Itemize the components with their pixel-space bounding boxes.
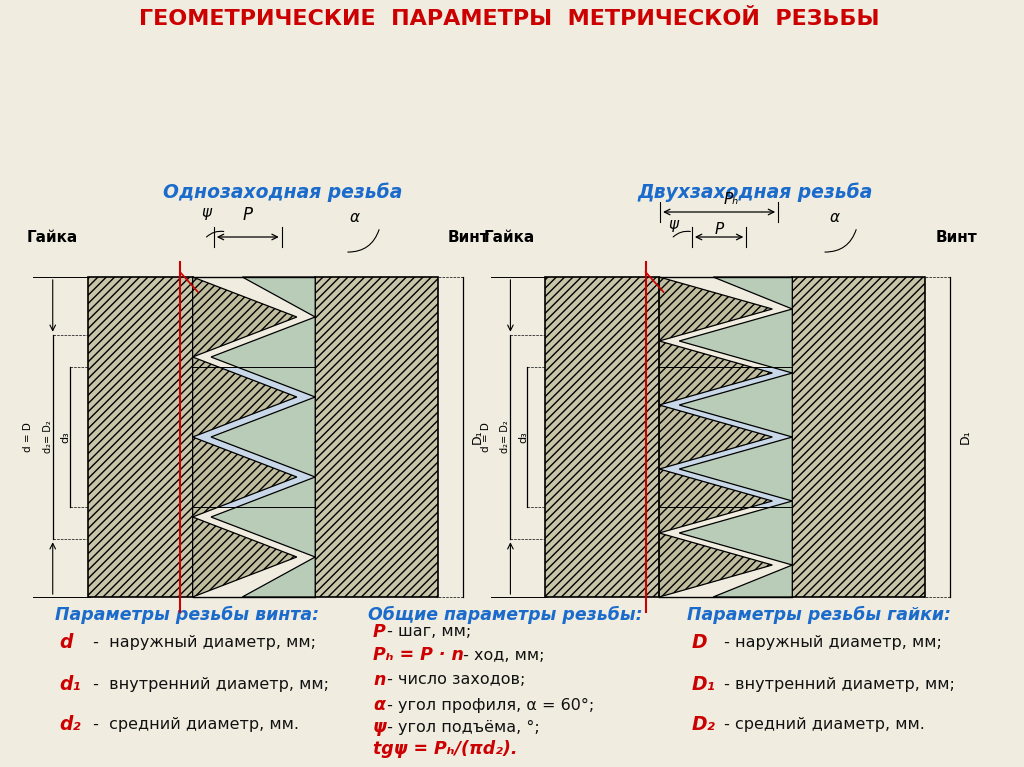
Text: α: α bbox=[350, 209, 360, 225]
Polygon shape bbox=[713, 565, 793, 597]
Text: d₁: d₁ bbox=[59, 674, 81, 693]
Polygon shape bbox=[545, 277, 659, 597]
Text: d = D: d = D bbox=[480, 422, 490, 452]
Text: - число заходов;: - число заходов; bbox=[382, 673, 525, 687]
Text: ψ: ψ bbox=[669, 218, 678, 232]
Text: Pₕ = P · n: Pₕ = P · n bbox=[373, 646, 464, 664]
Text: - угол подъёма, °;: - угол подъёма, °; bbox=[382, 719, 540, 735]
Polygon shape bbox=[211, 477, 315, 557]
Text: d₂= D₂: d₂= D₂ bbox=[501, 420, 510, 453]
Polygon shape bbox=[315, 277, 438, 597]
Polygon shape bbox=[243, 557, 315, 597]
Polygon shape bbox=[713, 277, 793, 309]
Polygon shape bbox=[679, 309, 793, 373]
Polygon shape bbox=[793, 277, 926, 597]
Text: d₂: d₂ bbox=[59, 716, 81, 735]
Text: d: d bbox=[59, 633, 73, 651]
Polygon shape bbox=[679, 501, 793, 565]
Text: Гайка: Гайка bbox=[484, 229, 536, 245]
Text: P: P bbox=[373, 623, 386, 641]
Text: - внутренний диаметр, мм;: - внутренний диаметр, мм; bbox=[720, 676, 955, 692]
Text: Однозаходная резьба: Однозаходная резьба bbox=[163, 183, 402, 202]
Text: α: α bbox=[373, 696, 385, 714]
Text: ГЕОМЕТРИЧЕСКИЕ  ПАРАМЕТРЫ  МЕТРИЧЕСКОЙ  РЕЗЬБЫ: ГЕОМЕТРИЧЕСКИЕ ПАРАМЕТРЫ МЕТРИЧЕСКОЙ РЕЗ… bbox=[139, 9, 880, 29]
Text: P: P bbox=[715, 222, 724, 236]
Polygon shape bbox=[659, 533, 772, 597]
Text: Двухзаходная резьба: Двухзаходная резьба bbox=[638, 183, 872, 202]
Polygon shape bbox=[659, 405, 772, 469]
Text: d₃: d₃ bbox=[518, 431, 528, 443]
Text: D₁: D₁ bbox=[691, 674, 716, 693]
Text: - средний диаметр, мм.: - средний диаметр, мм. bbox=[720, 717, 926, 732]
Polygon shape bbox=[659, 341, 772, 405]
Polygon shape bbox=[193, 367, 315, 508]
Text: D₁: D₁ bbox=[471, 430, 484, 444]
Text: -  внутренний диаметр, мм;: - внутренний диаметр, мм; bbox=[88, 676, 329, 692]
Text: d₃: d₃ bbox=[60, 431, 71, 443]
Polygon shape bbox=[679, 437, 793, 501]
Text: D: D bbox=[691, 633, 708, 651]
Polygon shape bbox=[193, 357, 297, 437]
Text: d₂= D₂: d₂= D₂ bbox=[43, 420, 53, 453]
Text: -  средний диаметр, мм.: - средний диаметр, мм. bbox=[88, 717, 299, 732]
Text: P: P bbox=[243, 206, 253, 224]
Text: d = D: d = D bbox=[23, 422, 33, 452]
Text: Параметры резьбы гайки:: Параметры резьбы гайки: bbox=[686, 606, 950, 624]
Text: Гайка: Гайка bbox=[27, 229, 78, 245]
Text: ψ: ψ bbox=[202, 205, 212, 219]
Text: Параметры резьбы винта:: Параметры резьбы винта: bbox=[54, 606, 318, 624]
Text: tgψ = Pₕ/(πd₂).: tgψ = Pₕ/(πd₂). bbox=[373, 740, 517, 758]
Polygon shape bbox=[193, 437, 297, 517]
Text: Общие параметры резьбы:: Общие параметры резьбы: bbox=[369, 606, 643, 624]
Polygon shape bbox=[659, 277, 772, 341]
Text: - шаг, мм;: - шаг, мм; bbox=[382, 624, 471, 640]
Text: D₁: D₁ bbox=[958, 430, 972, 444]
Polygon shape bbox=[659, 469, 772, 533]
Polygon shape bbox=[88, 277, 193, 597]
Polygon shape bbox=[193, 517, 297, 597]
Text: ψ: ψ bbox=[373, 718, 387, 736]
Polygon shape bbox=[193, 277, 297, 357]
Text: - ход, мм;: - ход, мм; bbox=[458, 647, 544, 663]
Text: Pₕ: Pₕ bbox=[723, 192, 738, 206]
Text: α: α bbox=[829, 209, 839, 225]
Polygon shape bbox=[211, 317, 315, 397]
Text: -  наружный диаметр, мм;: - наружный диаметр, мм; bbox=[88, 634, 315, 650]
Text: Винт: Винт bbox=[935, 229, 977, 245]
Text: D₂: D₂ bbox=[691, 716, 716, 735]
Polygon shape bbox=[211, 397, 315, 477]
Text: n: n bbox=[373, 671, 385, 689]
Text: Винт: Винт bbox=[447, 229, 489, 245]
Polygon shape bbox=[243, 277, 315, 317]
Text: - наружный диаметр, мм;: - наружный диаметр, мм; bbox=[720, 634, 942, 650]
Text: - угол профиля, α = 60°;: - угол профиля, α = 60°; bbox=[382, 697, 594, 713]
Polygon shape bbox=[679, 373, 793, 437]
Polygon shape bbox=[659, 367, 793, 508]
